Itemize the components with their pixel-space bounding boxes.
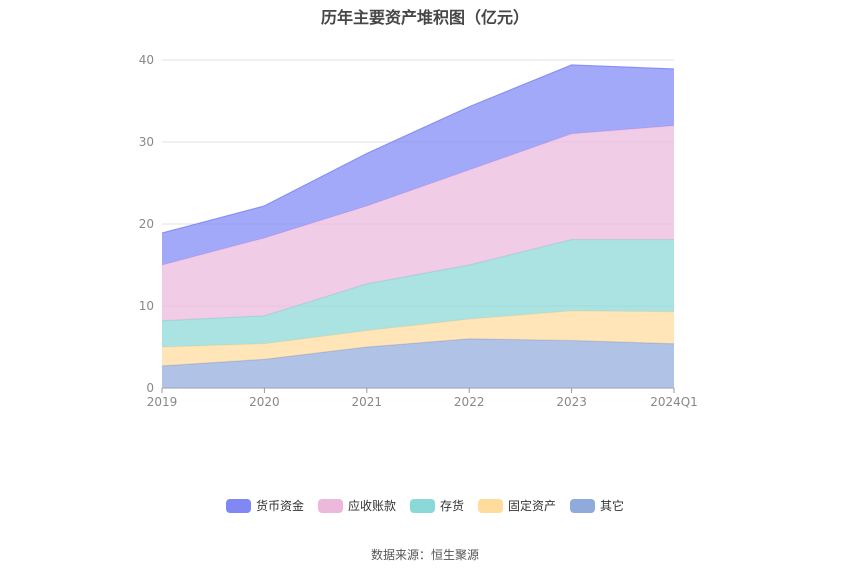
area-series-其它 bbox=[162, 338, 674, 388]
y-tick-label: 40 bbox=[139, 53, 154, 67]
area-series-固定资产 bbox=[162, 310, 674, 366]
legend-swatch bbox=[570, 498, 596, 513]
legend-label: 存货 bbox=[439, 499, 464, 513]
legend-label: 其它 bbox=[600, 499, 625, 513]
legend-swatch bbox=[225, 498, 251, 513]
legend-item[interactable]: 固定资产 bbox=[478, 497, 556, 514]
x-tick-label: 2024Q1 bbox=[650, 395, 698, 409]
legend-label: 货币资金 bbox=[255, 499, 304, 513]
x-tick-label: 2019 bbox=[147, 395, 178, 409]
legend-swatch bbox=[409, 498, 435, 513]
area-series-应收账款 bbox=[162, 125, 674, 321]
y-tick-label: 10 bbox=[139, 299, 154, 313]
legend-item[interactable]: 应收账款 bbox=[317, 497, 396, 514]
y-tick-label: 30 bbox=[139, 135, 154, 149]
y-tick-label: 0 bbox=[146, 381, 154, 395]
legend-label: 固定资产 bbox=[508, 499, 557, 513]
y-tick-label: 20 bbox=[139, 217, 154, 231]
x-tick-label: 2022 bbox=[454, 395, 485, 409]
area-series-存货 bbox=[162, 239, 674, 347]
legend: 货币资金 应收账款 存货 固定资产 其它 bbox=[0, 497, 850, 514]
legend-item[interactable]: 存货 bbox=[409, 497, 464, 514]
legend-item[interactable]: 其它 bbox=[570, 497, 624, 514]
x-tick-label: 2020 bbox=[249, 395, 280, 409]
x-tick-label: 2023 bbox=[556, 395, 587, 409]
area-line-货币资金 bbox=[161, 64, 675, 234]
legend-swatch bbox=[317, 498, 343, 513]
area-series-货币资金 bbox=[162, 64, 674, 265]
x-tick-label: 2021 bbox=[352, 395, 383, 409]
legend-label: 应收账款 bbox=[347, 499, 396, 513]
chart-title: 历年主要资产堆积图（亿元） bbox=[320, 8, 529, 27]
data-source-note: 数据来源：恒生聚源 bbox=[370, 548, 479, 562]
legend-item[interactable]: 货币资金 bbox=[225, 497, 304, 514]
legend-swatch bbox=[478, 498, 503, 513]
